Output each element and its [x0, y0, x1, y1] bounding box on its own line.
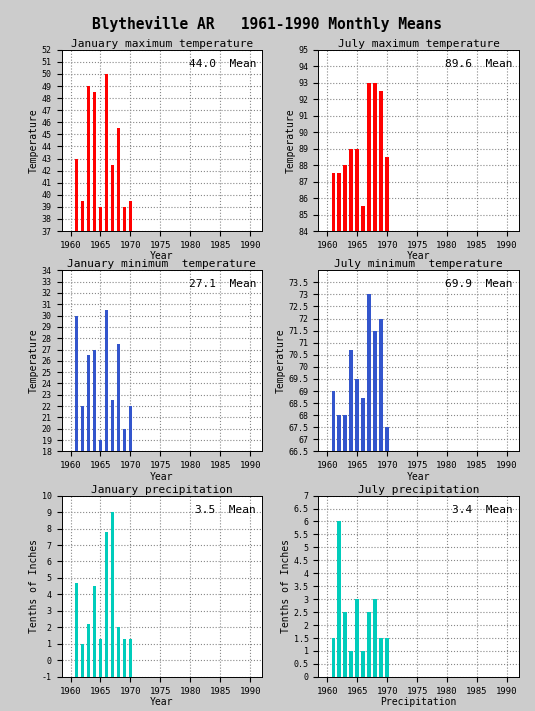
Bar — [362, 206, 365, 231]
X-axis label: Year: Year — [150, 697, 173, 707]
X-axis label: Year: Year — [407, 251, 430, 261]
Bar — [379, 638, 383, 677]
Y-axis label: Temperature: Temperature — [29, 108, 39, 173]
Bar — [75, 316, 78, 451]
Text: 27.1  Mean: 27.1 Mean — [189, 279, 256, 289]
Bar — [332, 391, 335, 451]
Bar — [87, 624, 90, 677]
Bar — [373, 599, 377, 677]
Bar — [343, 165, 347, 231]
X-axis label: Precipitation: Precipitation — [380, 697, 457, 707]
Bar — [93, 586, 96, 677]
Bar — [332, 638, 335, 677]
Bar — [105, 532, 108, 677]
Bar — [362, 651, 365, 677]
Text: 44.0  Mean: 44.0 Mean — [189, 59, 256, 69]
Title: July maximum temperature: July maximum temperature — [338, 39, 500, 49]
X-axis label: Year: Year — [150, 471, 173, 481]
Bar — [98, 639, 102, 677]
Y-axis label: Temperature: Temperature — [276, 328, 286, 393]
Bar — [362, 398, 365, 451]
Bar — [332, 173, 335, 231]
Title: January maximum temperature: January maximum temperature — [71, 39, 253, 49]
Bar — [349, 651, 353, 677]
Bar — [105, 310, 108, 451]
Bar — [385, 638, 389, 677]
Y-axis label: Temperature: Temperature — [29, 328, 39, 393]
Bar — [105, 74, 108, 231]
Bar — [93, 92, 96, 231]
Text: 3.4  Mean: 3.4 Mean — [452, 505, 513, 515]
Text: 69.9  Mean: 69.9 Mean — [446, 279, 513, 289]
Bar — [98, 440, 102, 451]
Bar — [87, 356, 90, 451]
Bar — [75, 583, 78, 677]
Title: July precipitation: July precipitation — [358, 485, 479, 495]
Bar — [379, 319, 383, 451]
Bar — [117, 344, 120, 451]
Bar — [117, 627, 120, 677]
Bar — [128, 201, 132, 231]
Bar — [87, 86, 90, 231]
Bar — [338, 521, 341, 677]
Y-axis label: Tenths of Inches: Tenths of Inches — [29, 539, 39, 634]
Bar — [98, 207, 102, 231]
Bar — [385, 427, 389, 451]
Y-axis label: Temperature: Temperature — [286, 108, 296, 173]
Bar — [338, 173, 341, 231]
Bar — [349, 149, 353, 231]
Bar — [355, 599, 359, 677]
Title: July minimum  temperature: July minimum temperature — [334, 260, 503, 269]
Bar — [123, 429, 126, 451]
Bar — [111, 165, 114, 231]
Bar — [343, 415, 347, 451]
Bar — [343, 612, 347, 677]
Bar — [111, 512, 114, 677]
Bar — [368, 612, 371, 677]
Bar — [128, 406, 132, 451]
Bar — [385, 157, 389, 231]
Title: January minimum  temperature: January minimum temperature — [67, 260, 256, 269]
Bar — [379, 91, 383, 231]
Text: Blytheville AR   1961-1990 Monthly Means: Blytheville AR 1961-1990 Monthly Means — [93, 16, 442, 32]
Y-axis label: Tenths of Inches: Tenths of Inches — [281, 539, 291, 634]
Bar — [75, 159, 78, 231]
Bar — [81, 644, 85, 677]
Text: 89.6  Mean: 89.6 Mean — [446, 59, 513, 69]
Bar — [349, 350, 353, 451]
Bar — [123, 639, 126, 677]
Bar — [81, 406, 85, 451]
Bar — [93, 350, 96, 451]
Bar — [368, 82, 371, 231]
Text: 3.5  Mean: 3.5 Mean — [195, 505, 256, 515]
Bar — [123, 207, 126, 231]
Bar — [81, 201, 85, 231]
Bar — [368, 294, 371, 451]
Title: January precipitation: January precipitation — [91, 485, 233, 495]
Bar — [117, 128, 120, 231]
Bar — [111, 400, 114, 451]
Bar — [373, 331, 377, 451]
Bar — [338, 415, 341, 451]
Bar — [355, 149, 359, 231]
Bar — [373, 82, 377, 231]
Bar — [355, 379, 359, 451]
X-axis label: Year: Year — [407, 471, 430, 481]
X-axis label: Year: Year — [150, 251, 173, 261]
Bar — [128, 639, 132, 677]
